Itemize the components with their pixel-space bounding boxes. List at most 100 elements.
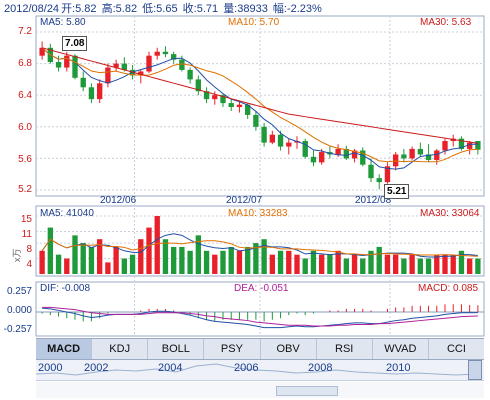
volume-ytick: 4 — [26, 259, 32, 270]
price-ytick: 6.8 — [18, 58, 32, 69]
candle-body — [318, 152, 325, 163]
volume-bar — [269, 254, 276, 274]
volume-bar — [384, 254, 391, 274]
candle-body — [253, 114, 259, 127]
candle-body — [458, 138, 465, 149]
macd-ytick: 0.257 — [6, 286, 32, 297]
candle-body — [96, 83, 103, 100]
price-ytick: 7.2 — [18, 26, 32, 37]
candle-body — [187, 69, 193, 80]
tab-boll[interactable]: BOLL — [148, 339, 205, 359]
timeline-year: 2010 — [386, 362, 411, 374]
candle-body — [146, 55, 152, 72]
candle-body — [228, 103, 234, 108]
volume-ma10-label: MA10: 33283 — [228, 208, 288, 219]
timeline-navigator[interactable]: 2000 2002 2004 2006 2008 2010 — [36, 360, 484, 381]
volume-bar — [277, 250, 284, 274]
volume-bar — [335, 250, 341, 274]
quote-open: 开:5.82 — [61, 3, 97, 15]
candle-body — [113, 63, 119, 68]
macd-dea-label: DEA: -0.051 — [234, 283, 289, 294]
timeline-year: 2004 — [158, 362, 183, 374]
volume-bar — [179, 246, 185, 274]
timeline-year: 2008 — [308, 362, 333, 374]
volume-bar — [129, 254, 136, 274]
candle-body — [286, 142, 292, 147]
high-price-callout: 7.08 — [62, 36, 88, 51]
volume-ytick: 8 — [26, 244, 32, 255]
volume-bar — [458, 250, 465, 274]
candle-body — [261, 126, 267, 143]
timeline-scrollbar[interactable] — [36, 382, 484, 398]
tab-psy[interactable]: PSY — [204, 339, 261, 359]
tab-obv[interactable]: OBV — [261, 339, 317, 359]
volume-bar — [105, 262, 111, 274]
tab-rsi[interactable]: RSI — [317, 339, 373, 359]
candle-body — [154, 51, 160, 56]
candle-body — [475, 141, 481, 150]
timeline-range-handle[interactable] — [468, 360, 482, 380]
volume-bar — [212, 254, 218, 274]
quote-volume: 量:38933 — [223, 3, 268, 15]
volume-bar — [47, 227, 54, 274]
volume-bar — [294, 254, 300, 274]
quote-low: 低:5.65 — [142, 3, 178, 15]
ma5-line — [41, 47, 478, 170]
candle-body — [179, 59, 185, 70]
timeline-year: 2000 — [38, 362, 63, 374]
tab-cci[interactable]: CCI — [446, 343, 466, 355]
volume-bar — [343, 258, 350, 274]
indicator-tabs: MACD KDJ BOLL PSY OBV RSI WVAD CCI — [36, 338, 484, 360]
volume-bar — [121, 258, 128, 274]
price-xtick: 2012/07 — [226, 195, 263, 206]
candle-body — [384, 166, 391, 183]
candlestick-series — [39, 41, 481, 190]
candle-body — [170, 54, 177, 60]
candle-body — [376, 178, 382, 183]
tab-kdj[interactable]: KDJ — [92, 339, 149, 359]
dea-line — [42, 306, 478, 327]
volume-bar — [417, 258, 424, 274]
volume-bar — [318, 254, 325, 274]
volume-bar — [466, 258, 473, 274]
volume-bar — [401, 258, 407, 274]
volume-bar — [253, 243, 259, 274]
quote-change: 幅:-2.23% — [272, 3, 322, 15]
tab-macd[interactable]: MACD — [36, 339, 93, 359]
candle-body — [343, 148, 350, 159]
volume-ytick: 15 — [20, 214, 32, 225]
candle-body — [236, 104, 243, 108]
price-xtick: 2012/08 — [355, 195, 392, 206]
candle-body — [244, 104, 251, 115]
low-price-callout: 5.21 — [384, 184, 410, 199]
volume-bar — [220, 250, 226, 274]
volume-bar — [228, 246, 234, 274]
volume-bar — [72, 235, 78, 274]
volume-ma5-label: MA5: 41040 — [40, 208, 94, 219]
volume-bar — [138, 239, 144, 274]
quote-summary: 2012/08/24 开:5.82 高:5.82 低:5.65 收:5.71 量:… — [4, 0, 324, 15]
candle-body — [351, 150, 358, 159]
ma30-line — [41, 47, 478, 144]
price-ytick: 6.0 — [18, 122, 32, 133]
volume-bar — [203, 250, 210, 274]
tab-wvad[interactable]: WVAD — [373, 339, 429, 359]
macd-ytick: -0.257 — [3, 324, 32, 335]
volume-bar — [154, 216, 160, 274]
candle-body — [88, 87, 95, 100]
candle-body — [162, 51, 169, 55]
volume-ytick: 11 — [21, 229, 32, 240]
scrollbar-thumb[interactable] — [276, 386, 338, 396]
volume-bar — [146, 227, 152, 274]
volume-bar — [236, 250, 243, 274]
volume-bar — [376, 246, 382, 274]
candle-body — [203, 91, 210, 100]
candle-body — [434, 150, 440, 160]
candle-body — [64, 55, 70, 68]
volume-bar — [162, 239, 169, 274]
volume-bar — [327, 254, 333, 274]
volume-bars — [39, 216, 481, 274]
price-xtick: 2012/06 — [100, 195, 137, 206]
volume-bar — [392, 254, 399, 274]
